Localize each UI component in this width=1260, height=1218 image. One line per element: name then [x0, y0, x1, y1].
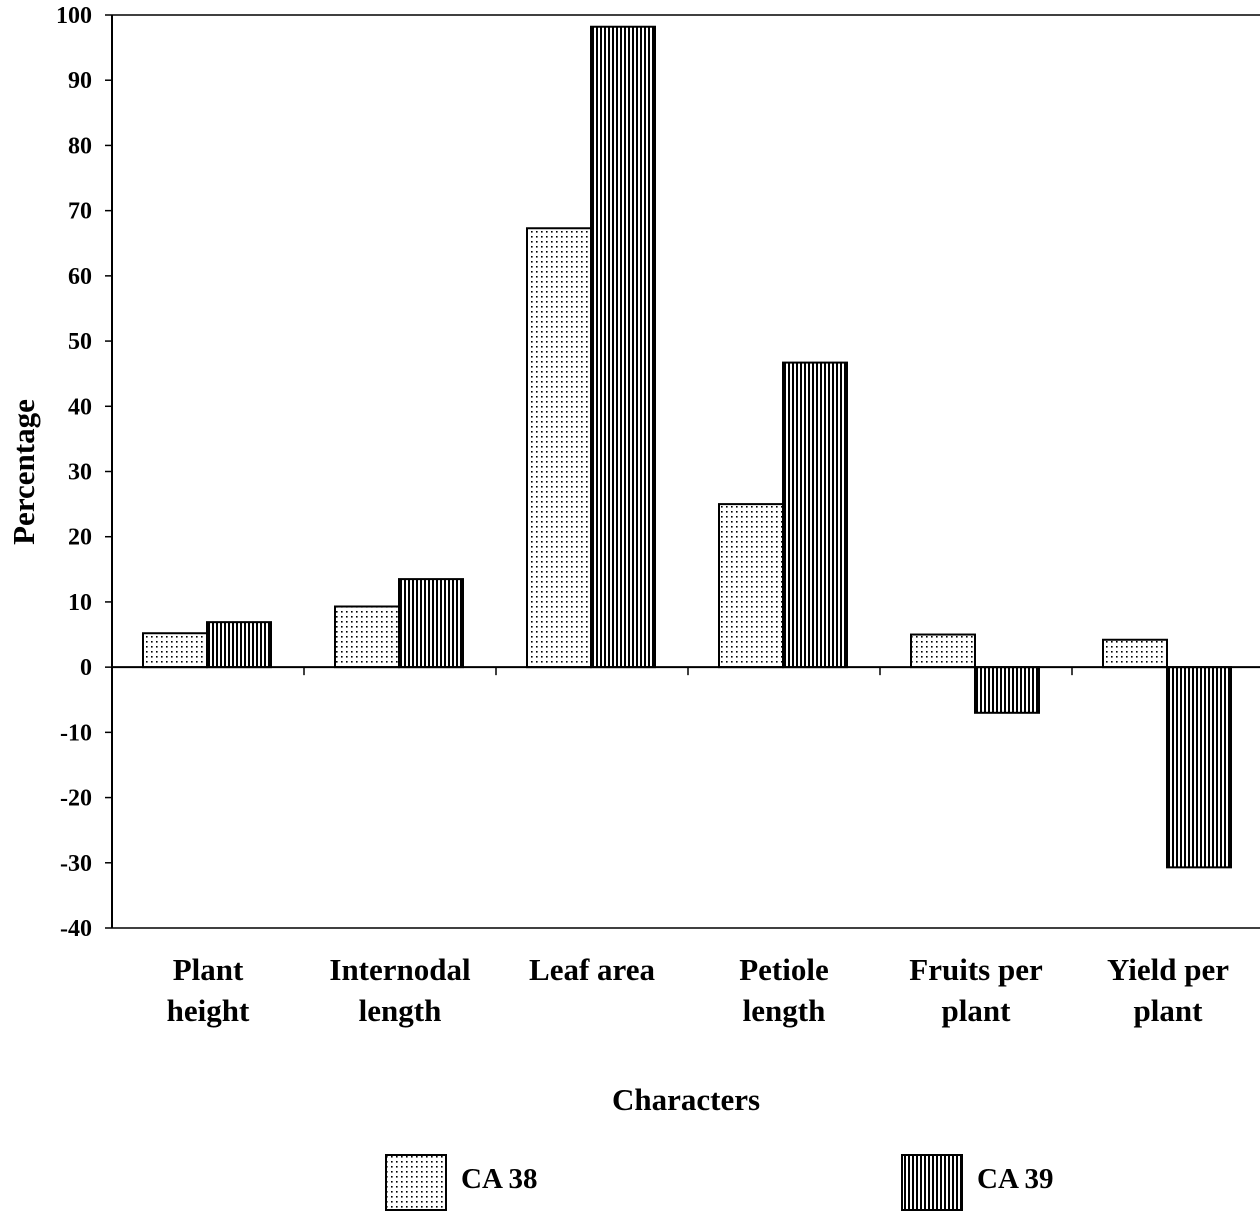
y-tick-label: 90	[68, 68, 92, 94]
bar-ca-39-4	[974, 666, 1040, 714]
legend-swatch-ca-38	[385, 1154, 447, 1211]
bar-ca-39-0	[206, 621, 272, 669]
y-tick-label: 40	[68, 394, 92, 420]
bar-ca-39-5	[1166, 666, 1232, 869]
bar-ca-38-4	[910, 633, 976, 669]
bar-ca-38-0	[142, 632, 208, 669]
legend-label-ca-39: CA 39	[977, 1163, 1054, 1195]
bar-ca-38-5	[1102, 638, 1168, 669]
y-tick-label: 70	[68, 199, 92, 225]
x-category-label: Internodal length	[329, 952, 471, 1028]
x-category-label: Leaf area	[529, 952, 655, 987]
x-category-label: Petiole length	[739, 952, 829, 1028]
y-tick-label: 20	[68, 525, 92, 551]
y-tick-label: -10	[60, 720, 92, 746]
y-tick-label: 0	[80, 655, 92, 681]
y-tick-label: -40	[60, 916, 92, 942]
y-tick-label: 50	[68, 329, 92, 355]
y-tick-label: 30	[68, 460, 92, 486]
x-category-label: Plant height	[167, 952, 250, 1028]
bar-ca-38-2	[526, 227, 592, 669]
y-tick-label: -30	[60, 851, 92, 877]
y-axis-title: Percentage	[6, 399, 41, 545]
x-axis-title: Characters	[612, 1082, 760, 1117]
y-tick-label: 100	[56, 3, 92, 29]
y-tick-label: -20	[60, 786, 92, 812]
y-tick-label: 80	[68, 133, 92, 159]
legend-swatch-ca-39	[901, 1154, 963, 1211]
x-category-label: Yield per plant	[1107, 952, 1229, 1028]
bar-ca-38-3	[718, 503, 784, 669]
bar-ca-39-2	[590, 25, 656, 669]
x-category-label: Fruits per plant	[909, 952, 1043, 1028]
y-tick-label: 60	[68, 264, 92, 290]
legend-label-ca-38: CA 38	[461, 1163, 538, 1195]
bar-ca-38-1	[334, 605, 400, 669]
y-tick-label: 10	[68, 590, 92, 616]
bar-ca-39-1	[398, 578, 464, 669]
bar-ca-39-3	[782, 361, 848, 669]
